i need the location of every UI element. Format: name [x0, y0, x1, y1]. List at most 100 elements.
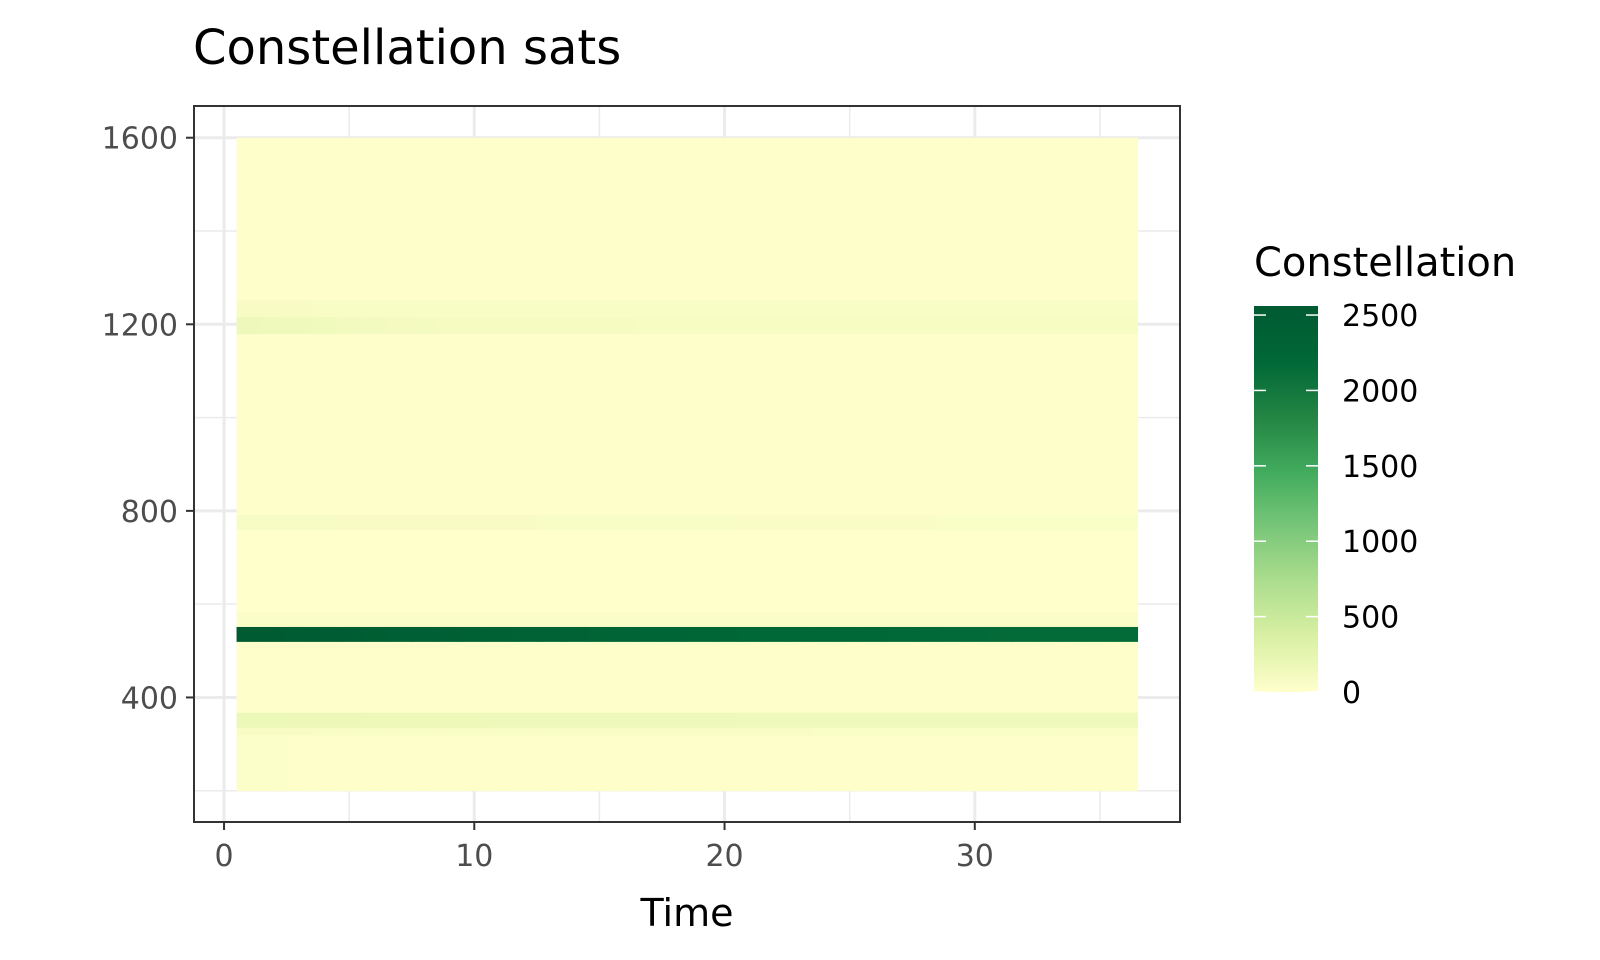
heatmap-cell — [436, 514, 463, 530]
heatmap-cell — [737, 137, 763, 301]
heatmap-cell — [561, 626, 588, 642]
heatmap-cell — [1112, 514, 1139, 530]
heatmap-cell — [461, 712, 488, 728]
heatmap-cell — [511, 529, 538, 613]
heatmap-cell — [286, 514, 313, 530]
heatmap-cell — [1112, 300, 1139, 318]
heatmap-cell — [336, 137, 363, 301]
heatmap-cell — [1062, 333, 1089, 516]
heatmap-cell — [1037, 712, 1063, 728]
heatmap-cell — [812, 712, 838, 728]
heatmap-cell — [486, 529, 513, 613]
heatmap-cell — [311, 712, 338, 728]
heatmap-cell — [586, 712, 613, 728]
heatmap-cell — [1062, 734, 1089, 792]
heatmap-cell — [887, 712, 913, 728]
heatmap-cell — [812, 333, 838, 516]
y-tick-label: 1200 — [102, 308, 178, 343]
heatmap-cell — [887, 333, 913, 516]
heatmap-cell — [962, 514, 988, 530]
heatmap-cell — [561, 727, 588, 736]
heatmap-cell — [987, 611, 1013, 627]
heatmap-cell — [386, 611, 413, 627]
heatmap-cell — [1012, 641, 1038, 713]
heatmap-cell — [661, 727, 688, 736]
y-tick-label: 1600 — [102, 122, 178, 157]
heatmap-cell — [987, 626, 1013, 642]
heatmap-cell — [737, 611, 763, 627]
heatmap-cell — [787, 727, 813, 736]
heatmap-cell — [611, 626, 638, 642]
heatmap-cell — [712, 727, 738, 736]
heatmap-cell — [812, 611, 838, 627]
heatmap-cell — [561, 734, 588, 792]
heatmap-cell — [862, 529, 888, 613]
heatmap-cell — [762, 727, 788, 736]
heatmap-cell — [1087, 611, 1114, 627]
heatmap-cell — [611, 137, 638, 301]
heatmap-cell — [511, 300, 538, 318]
heatmap-cell — [486, 300, 513, 318]
heatmap-cell — [236, 641, 263, 713]
heatmap-cell — [511, 316, 538, 335]
heatmap-cell — [862, 626, 888, 642]
legend-break-label: 2500 — [1342, 299, 1418, 334]
heatmap-cell — [536, 641, 563, 713]
heatmap-cell — [837, 611, 863, 627]
heatmap-cell — [236, 727, 263, 736]
heatmap-cell — [536, 333, 563, 516]
heatmap-cell — [411, 333, 438, 516]
heatmap-cell — [336, 712, 363, 728]
heatmap-cell — [1062, 529, 1089, 613]
heatmap-cell — [386, 727, 413, 736]
heatmap-cell — [837, 529, 863, 613]
heatmap-cell — [812, 529, 838, 613]
heatmap-cell — [912, 626, 938, 642]
heatmap-cell — [937, 300, 963, 318]
heatmap-cell — [837, 137, 863, 301]
heatmap-cell — [1037, 137, 1063, 301]
heatmap-cell — [687, 514, 713, 530]
heatmap-cell — [687, 300, 713, 318]
heatmap-cell — [1037, 626, 1063, 642]
heatmap-cell — [536, 734, 563, 792]
heatmap-cell — [812, 727, 838, 736]
heatmap-cell — [737, 514, 763, 530]
heatmap-cell — [511, 514, 538, 530]
heatmap-cell — [1037, 529, 1063, 613]
heatmap-cell — [486, 734, 513, 792]
heatmap-cell — [862, 316, 888, 335]
heatmap-cell — [611, 734, 638, 792]
heatmap-cell — [837, 727, 863, 736]
heatmap-cell — [261, 626, 288, 642]
heatmap-cell — [762, 611, 788, 627]
heatmap-cell — [286, 137, 313, 301]
heatmap-cell — [336, 641, 363, 713]
heatmap-cell — [336, 514, 363, 530]
heatmap-cell — [837, 316, 863, 335]
heatmap-cell — [937, 333, 963, 516]
y-tick-label: 400 — [121, 681, 178, 716]
heatmap-cell — [286, 712, 313, 728]
heatmap-cell — [611, 611, 638, 627]
heatmap-cell — [661, 626, 688, 642]
heatmap-cell — [737, 626, 763, 642]
heatmap-cell — [411, 300, 438, 318]
heatmap-cell — [937, 712, 963, 728]
heatmap-cell — [411, 316, 438, 335]
heatmap-cell — [286, 626, 313, 642]
heatmap-cell — [1112, 712, 1139, 728]
heatmap-cell — [611, 316, 638, 335]
heatmap-cell — [812, 316, 838, 335]
heatmap-cell — [987, 529, 1013, 613]
heatmap-cell — [762, 529, 788, 613]
heatmap-cell — [536, 712, 563, 728]
heatmap-cell — [611, 300, 638, 318]
heatmap-cell — [561, 641, 588, 713]
heatmap-cell — [586, 641, 613, 713]
heatmap-cell — [561, 137, 588, 301]
heatmap-cell — [236, 514, 263, 530]
heatmap-cell — [286, 734, 313, 792]
heatmap-cell — [561, 529, 588, 613]
heatmap-cell — [712, 333, 738, 516]
